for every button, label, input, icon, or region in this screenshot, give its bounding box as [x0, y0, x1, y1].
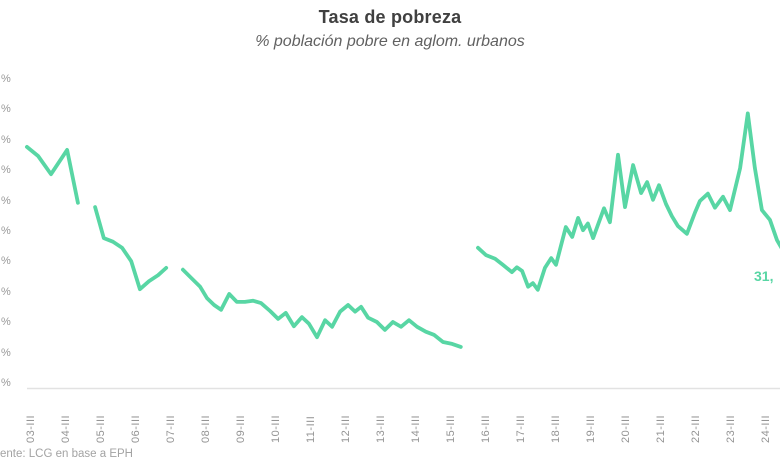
- x-tick-label: 04-III: [60, 414, 72, 443]
- x-tick-label: 12-III: [340, 414, 352, 443]
- poverty-series-segment: [476, 111, 780, 292]
- poverty-series-segment: [25, 145, 80, 205]
- y-tick-label: %: [1, 316, 11, 329]
- x-tick-label: 24-III: [760, 414, 772, 443]
- x-tick-label: 22-III: [690, 414, 702, 443]
- x-tick-label: 10-III: [270, 414, 282, 443]
- x-tick-label: 09-III: [235, 414, 247, 443]
- y-tick-label: %: [1, 346, 11, 359]
- x-tick-label: 20-III: [620, 414, 632, 443]
- x-tick-label: 18-III: [550, 414, 562, 443]
- poverty-series-segment: [181, 267, 463, 349]
- y-tick-label: %: [1, 225, 11, 237]
- y-tick-label: %: [1, 377, 11, 389]
- x-tick-label: 08-III: [200, 414, 212, 443]
- x-tick-label: 17-III: [515, 414, 527, 443]
- y-tick-label: %: [1, 103, 11, 116]
- page-subtitle: % población pobre en aglom. urbanos: [255, 33, 525, 50]
- y-tick-label: %: [1, 164, 11, 177]
- poverty-series-segment: [93, 205, 169, 292]
- x-tick-label: 13-III: [375, 414, 387, 443]
- x-tick-label: 14-III: [410, 414, 422, 443]
- end-value-label: 31,: [754, 268, 774, 284]
- x-tick-label: 03-III: [25, 414, 37, 443]
- x-tick-label: 06-III: [130, 414, 142, 443]
- x-tick-label: 16-III: [480, 414, 492, 443]
- source-note: ente: LCG en base a EPH: [0, 448, 133, 460]
- y-tick-label: %: [1, 194, 11, 207]
- y-tick-label: %: [1, 255, 11, 268]
- page-title: Tasa de pobreza: [318, 7, 462, 27]
- x-tick-label: 11-III: [305, 415, 317, 443]
- x-tick-label: 05-III: [95, 414, 107, 443]
- x-tick-label: 21-III: [655, 414, 667, 443]
- y-tick-label: %: [1, 73, 11, 85]
- x-tick-label: 07-III: [165, 414, 177, 443]
- x-tick-label: 15-III: [445, 414, 457, 443]
- y-tick-label: %: [1, 133, 11, 146]
- x-tick-label: 19-III: [585, 414, 597, 443]
- x-tick-label: 23-III: [725, 414, 737, 443]
- y-tick-label: %: [1, 285, 11, 298]
